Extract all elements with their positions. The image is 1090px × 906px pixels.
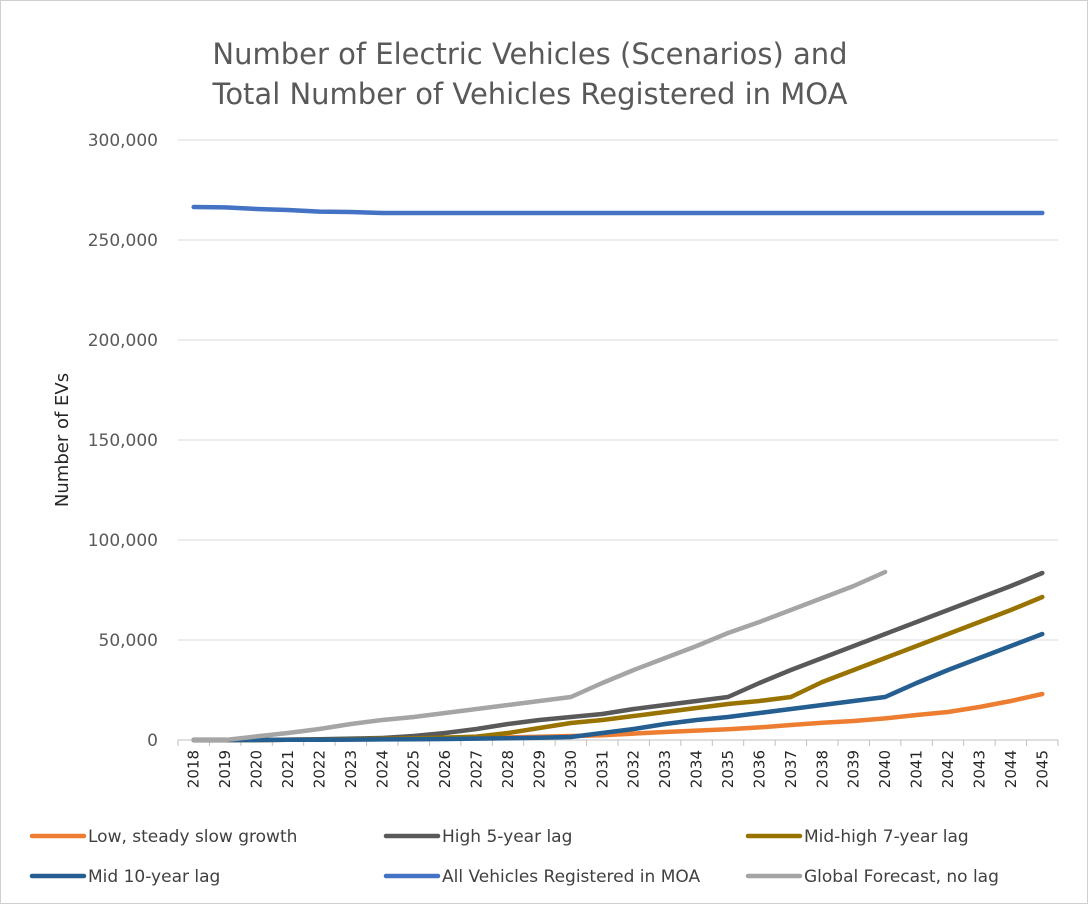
x-tick-label: 2036 bbox=[750, 750, 768, 788]
legend-label-all-vehicles-registered-in-moa: All Vehicles Registered in MOA bbox=[442, 867, 700, 887]
x-tick-label: 2039 bbox=[845, 750, 863, 788]
y-tick-label: 250,000 bbox=[88, 231, 158, 251]
x-tick-label: 2040 bbox=[876, 750, 894, 788]
x-tick-label: 2042 bbox=[939, 750, 957, 788]
gridlines bbox=[178, 139, 1058, 741]
series-lines bbox=[191, 204, 1045, 743]
x-tick-label: 2026 bbox=[436, 750, 454, 788]
x-axis-ticks: 2018 2019 2020 2021 2022 2023 2024 2025 2026 2027… bbox=[177, 740, 1059, 788]
y-axis-ticks: 0 50,000 100,000 150,000 200,000 250,000 300,0… bbox=[88, 131, 158, 751]
x-tick-label: 2034 bbox=[688, 750, 706, 788]
y-tick-label: 150,000 bbox=[88, 431, 158, 451]
y-tick-label: 0 bbox=[147, 731, 158, 751]
y-tick-label: 100,000 bbox=[88, 531, 158, 551]
x-tick-label: 2022 bbox=[310, 750, 328, 788]
chart-title-line-1: Number of Electric Vehicles (Scenarios) … bbox=[212, 37, 848, 71]
x-tick-label: 2018 bbox=[185, 750, 203, 788]
y-axis-label: Number of EVs bbox=[52, 373, 73, 507]
legend-label-low-steady-slow-growth: Low, steady slow growth bbox=[88, 827, 297, 847]
x-tick-label: 2032 bbox=[625, 750, 643, 788]
x-tick-label: 2020 bbox=[248, 750, 266, 788]
x-tick-label: 2028 bbox=[499, 750, 517, 788]
y-tick-label: 50,000 bbox=[99, 631, 158, 651]
x-tick-label: 2038 bbox=[813, 750, 831, 788]
x-tick-label: 2027 bbox=[468, 750, 486, 788]
x-tick-label: 2021 bbox=[279, 750, 297, 788]
x-tick-label: 2024 bbox=[373, 750, 391, 788]
legend-label-global-forecast-no-lag: Global Forecast, no lag bbox=[804, 867, 999, 887]
x-tick-label: 2029 bbox=[530, 750, 548, 788]
x-tick-label: 2031 bbox=[593, 750, 611, 788]
x-tick-label: 2035 bbox=[719, 750, 737, 788]
x-tick-label: 2023 bbox=[342, 750, 360, 788]
legend-label-mid-high-7-year-lag: Mid-high 7-year lag bbox=[804, 827, 969, 847]
x-tick-label: 2045 bbox=[1033, 750, 1051, 788]
chart-title: Number of Electric Vehicles (Scenarios) … bbox=[0, 34, 1060, 114]
legend: Low, steady slow growth High 5-year lag Mi… bbox=[29, 827, 999, 887]
y-tick-label: 300,000 bbox=[88, 131, 158, 151]
legend-label-mid-10-year-lag: Mid 10-year lag bbox=[88, 867, 220, 887]
chart-title-line-2: Total Number of Vehicles Registered in M… bbox=[212, 77, 848, 111]
x-tick-label: 2037 bbox=[782, 750, 800, 788]
series-line-mid-10-year-lag bbox=[191, 631, 1045, 743]
series-line-all-vehicles-registered-in-moa bbox=[191, 204, 1045, 216]
y-tick-label: 200,000 bbox=[88, 331, 158, 351]
x-tick-label: 2043 bbox=[970, 750, 988, 788]
x-tick-label: 2041 bbox=[908, 750, 926, 788]
x-tick-label: 2030 bbox=[562, 750, 580, 788]
series-line-mid-high-7-year-lag bbox=[191, 594, 1045, 743]
x-tick-label: 2019 bbox=[216, 750, 234, 788]
x-tick-label: 2025 bbox=[405, 750, 423, 788]
series-line-global-forecast-no-lag bbox=[191, 569, 888, 743]
x-tick-label: 2044 bbox=[1002, 750, 1020, 788]
x-tick-label: 2033 bbox=[656, 750, 674, 788]
legend-label-high-5-year-lag: High 5-year lag bbox=[442, 827, 572, 847]
